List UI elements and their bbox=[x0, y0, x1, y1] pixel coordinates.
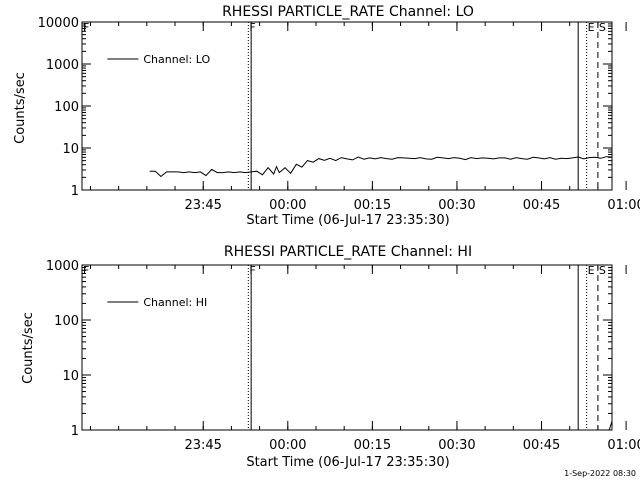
plot-frame bbox=[81, 264, 613, 431]
event-marker-label: S bbox=[599, 21, 606, 34]
y-tick-label: 100 bbox=[54, 100, 79, 115]
event-marker-label: F bbox=[249, 264, 255, 277]
x-tick-label: 00:45 bbox=[523, 198, 560, 213]
panel-1-plot: 1 10 100 1000 10000 23:45 00:00 00:15 00:30 00:45… bbox=[38, 16, 640, 213]
x-tick-label: 01:00 bbox=[607, 198, 640, 213]
event-marker-label: S bbox=[599, 264, 606, 277]
panel-2-title: RHESSI PARTICLE_RATE Channel: HI bbox=[224, 244, 472, 260]
x-tick-label: 00:15 bbox=[354, 438, 391, 453]
y-tick-label: 1 bbox=[71, 184, 79, 199]
edge-marker-label: F bbox=[83, 21, 89, 34]
panel-1-xlabel: Start Time (06-Jul-17 23:35:30) bbox=[246, 213, 449, 228]
legend-label: Channel: LO bbox=[143, 53, 210, 66]
edge-marker-label: F bbox=[83, 264, 89, 277]
panel-2-ylabel: Counts/sec bbox=[21, 312, 36, 384]
y-tick-label: 100 bbox=[54, 314, 79, 329]
x-tick-label: 01:00 bbox=[607, 438, 640, 453]
panel-2-xlabel: Start Time (06-Jul-17 23:35:30) bbox=[246, 455, 449, 470]
x-tick-label: 00:00 bbox=[269, 438, 306, 453]
event-marker-label: E bbox=[588, 264, 595, 277]
panel-1-title: RHESSI PARTICLE_RATE Channel: LO bbox=[222, 4, 474, 20]
y-tick-label: 1000 bbox=[46, 259, 79, 274]
x-tick-label: 23:45 bbox=[184, 198, 221, 213]
legend-label: Channel: HI bbox=[143, 296, 207, 309]
x-tick-label: 00:45 bbox=[523, 438, 560, 453]
x-tick-label: 00:00 bbox=[269, 198, 306, 213]
y-tick-label: 1000 bbox=[46, 58, 79, 73]
x-tick-label: 23:45 bbox=[184, 438, 221, 453]
y-tick-label: 10000 bbox=[38, 16, 79, 31]
date-stamp: 1-Sep-2022 08:30 bbox=[564, 469, 636, 478]
y-tick-label: 1 bbox=[71, 424, 79, 439]
panel-1-ylabel: Counts/sec bbox=[13, 72, 28, 144]
x-tick-label: 00:30 bbox=[438, 438, 475, 453]
y-tick-label: 10 bbox=[62, 142, 79, 157]
x-tick-label: 00:30 bbox=[438, 198, 475, 213]
event-marker-label: E bbox=[588, 21, 595, 34]
event-marker-label: F bbox=[249, 21, 255, 34]
panel-2-plot: 1 10 100 1000 23:45 00:00 00:15 00:30 00:45 01:00… bbox=[46, 259, 640, 453]
y-tick-label: 10 bbox=[62, 369, 79, 384]
series-line bbox=[149, 156, 612, 178]
x-tick-label: 00:15 bbox=[354, 198, 391, 213]
